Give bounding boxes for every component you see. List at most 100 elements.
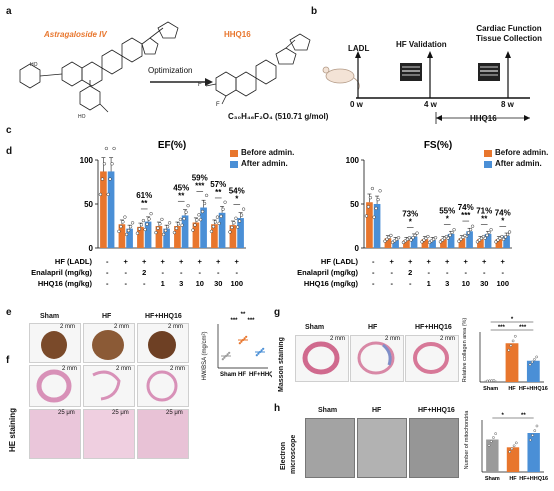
bar-after	[200, 207, 207, 248]
data-point	[213, 220, 218, 224]
data-point	[489, 440, 493, 443]
y-tick-label: 100	[346, 156, 360, 165]
data-point	[463, 233, 467, 238]
svg-text:HO: HO	[30, 62, 38, 68]
data-point	[387, 235, 391, 240]
mito-chart: Sham HF HF+HHQ16* ** Number of mitochondria	[464, 410, 548, 482]
data-point	[128, 225, 133, 229]
bar-before	[421, 239, 429, 248]
bar-before	[403, 240, 410, 248]
y-tick-label: 0	[89, 244, 94, 253]
data-point	[376, 197, 380, 202]
data-point	[180, 223, 184, 227]
bar-after	[218, 212, 226, 248]
x-label: Sham	[485, 476, 500, 482]
collagen-chart: Sham HF HF+HHQ16*** **** Relative collagen …	[462, 317, 548, 392]
data-point	[511, 339, 515, 343]
table-cell: -	[106, 279, 109, 288]
data-point	[160, 217, 164, 222]
data-point	[221, 207, 225, 211]
data-point	[396, 236, 401, 240]
bar-before	[100, 171, 107, 248]
table-row-label: HHQ16 (mg/kg)	[304, 279, 359, 288]
panel-label-a: a	[6, 6, 12, 17]
echo-icon-1	[400, 63, 422, 81]
bar-before	[137, 226, 144, 248]
sig-label: ***	[230, 318, 238, 324]
g-hf-label: HF	[368, 324, 378, 331]
panel-label-e: e	[6, 307, 12, 318]
data-point	[510, 447, 514, 451]
table-row-label: Enalapril (mg/kg)	[31, 268, 92, 277]
table-cell: -	[483, 268, 486, 277]
panel-label-c: c	[6, 125, 12, 136]
data-point	[413, 233, 417, 238]
table-cell: -	[106, 257, 109, 266]
table-cell: -	[502, 268, 505, 277]
data-point	[424, 236, 428, 240]
data-point	[243, 337, 246, 340]
table-cell: 2	[142, 268, 146, 277]
h-hfhhq-label: HF+HHQ16	[418, 407, 455, 414]
table-cell: -	[409, 279, 412, 288]
bar-before	[384, 238, 392, 248]
collection-label-2: Tissue Collection	[475, 34, 543, 43]
annotation-pct: 74%	[495, 209, 511, 218]
data-point	[372, 215, 376, 219]
bar-before	[155, 226, 163, 248]
bar	[486, 439, 499, 472]
data-point	[217, 221, 221, 226]
svg-text:F: F	[216, 102, 220, 108]
table-cell: +	[445, 257, 450, 266]
table-cell: -	[217, 268, 220, 277]
bar-before	[366, 202, 373, 248]
annotation-sig: ***	[461, 211, 471, 220]
data-point	[219, 214, 223, 218]
em-hfhhq	[409, 418, 459, 478]
data-point	[255, 354, 258, 357]
compound1-label: Astragaloside IV	[44, 30, 107, 39]
data-point	[215, 215, 220, 219]
compound2-label: HHQ16	[224, 30, 251, 39]
bar-after	[237, 218, 244, 248]
table-cell: 100	[496, 279, 509, 288]
treatment-label: HHQ16	[470, 114, 497, 123]
he-high-hf	[83, 409, 135, 459]
bar-before	[118, 224, 126, 248]
bar-after	[107, 171, 115, 248]
annotation-sig: **	[215, 188, 222, 197]
data-point	[245, 335, 248, 338]
data-point	[143, 227, 147, 232]
data-point	[260, 349, 263, 352]
data-point	[195, 218, 199, 222]
table-row-label: Enalapril (mg/kg)	[297, 268, 358, 277]
data-point	[500, 234, 504, 239]
data-point	[507, 348, 511, 352]
legend-before-swatch	[230, 150, 238, 157]
x-label: Sham	[483, 386, 498, 392]
data-point	[112, 146, 116, 151]
svg-text:HO: HO	[78, 114, 86, 120]
data-point	[241, 207, 246, 211]
data-point	[172, 230, 177, 235]
data-point	[258, 350, 262, 354]
x-label: HF+HHQ16	[519, 386, 548, 392]
table-cell: 3	[445, 279, 449, 288]
table-cell: +	[464, 257, 469, 266]
data-point	[494, 432, 497, 435]
data-point	[123, 215, 127, 219]
bar-after	[429, 240, 436, 248]
data-point	[200, 209, 205, 214]
mito-ylabel: Number of mitochondria	[464, 410, 470, 470]
data-point	[167, 221, 172, 225]
table-cell: 3	[179, 279, 183, 288]
data-point	[411, 236, 415, 240]
time-8w: 8 w	[501, 100, 514, 109]
data-point	[257, 352, 260, 355]
data-point	[226, 353, 229, 356]
time-4w: 4 w	[424, 100, 437, 109]
annotation-sig: *	[446, 214, 450, 223]
